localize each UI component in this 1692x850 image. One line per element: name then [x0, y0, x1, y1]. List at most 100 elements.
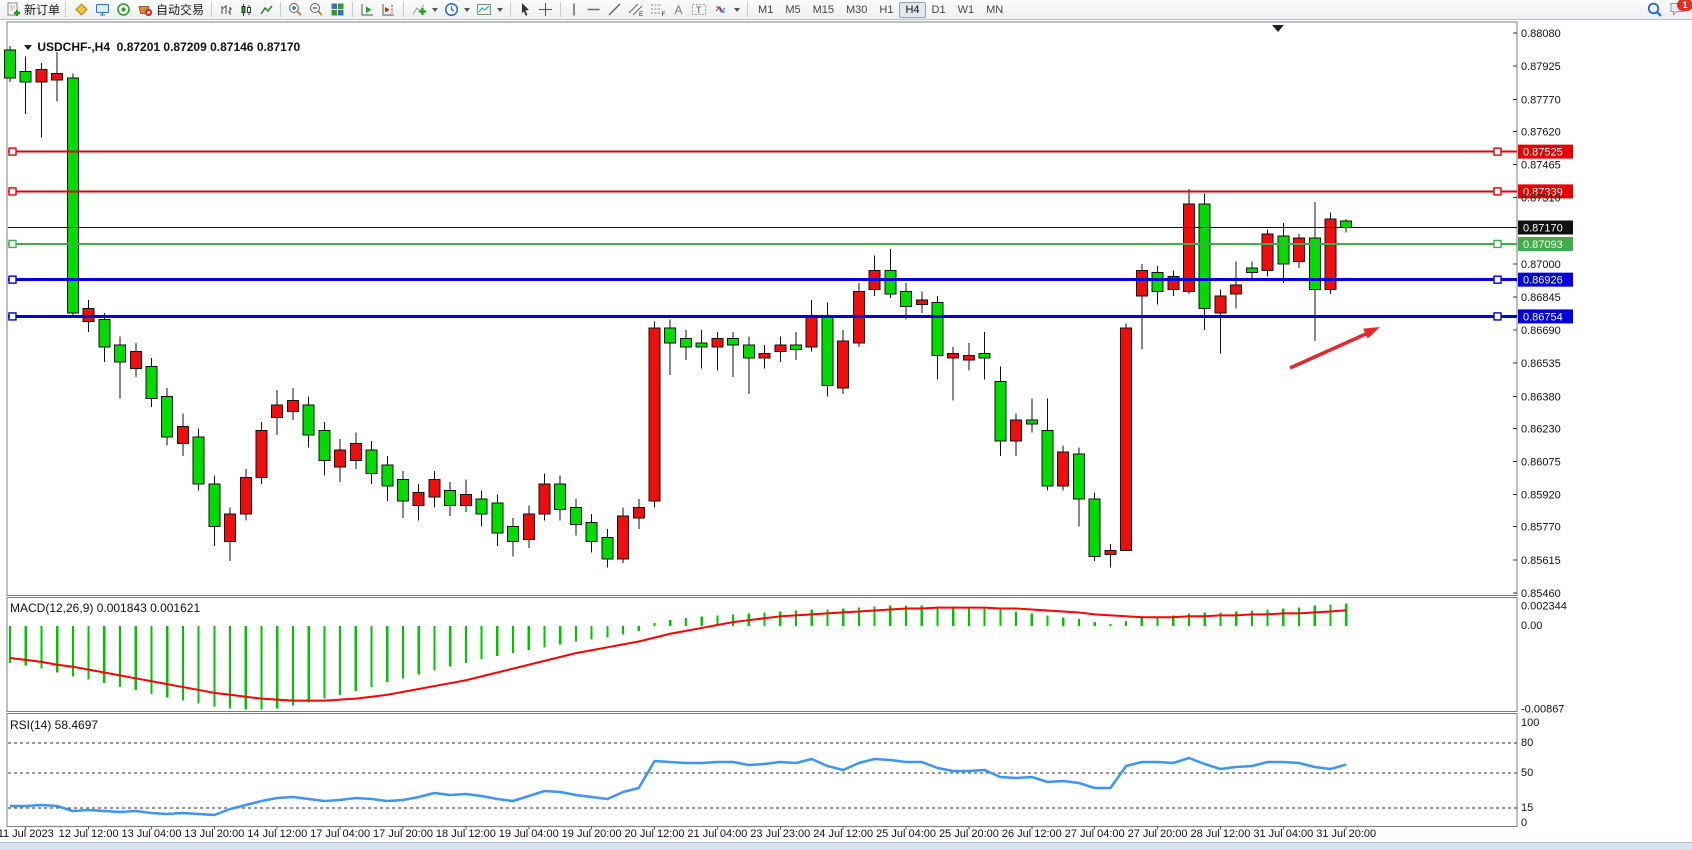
- line-handle[interactable]: [1493, 275, 1502, 284]
- horizontal-line-tool[interactable]: [583, 1, 604, 19]
- template-icon: [477, 4, 492, 15]
- line-handle[interactable]: [8, 312, 17, 321]
- pane-borders: [6, 21, 1518, 827]
- cursor-button[interactable]: [515, 1, 535, 19]
- auto-trading-button[interactable]: 自动交易: [134, 1, 207, 19]
- candle-body: [1135, 269, 1148, 297]
- notification-badge: 1: [1677, 0, 1692, 11]
- candle-body: [334, 449, 347, 468]
- zoom-out-button[interactable]: [306, 1, 327, 19]
- candle-body: [994, 380, 1007, 442]
- separator: [352, 2, 354, 17]
- candle-body: [1245, 267, 1258, 273]
- svg-text:E: E: [639, 11, 644, 17]
- time-tick-label: 19 Jul 20:00: [562, 828, 622, 840]
- candle-body: [679, 338, 692, 348]
- terminal-button[interactable]: [92, 1, 113, 19]
- timeframe-m1[interactable]: M1: [758, 3, 774, 16]
- chart-canvas: 0.87525 0.87339 0.87170 0.87093 0.86926 0.867…: [0, 21, 1573, 840]
- line-handle[interactable]: [1493, 187, 1502, 196]
- candlestick-mode-button[interactable]: [236, 1, 256, 19]
- pane-border: [6, 597, 1518, 712]
- styler-button[interactable]: [71, 1, 92, 19]
- candle-body: [962, 355, 975, 361]
- zoom-in-button[interactable]: [285, 1, 306, 19]
- search-icon[interactable]: [1647, 2, 1663, 18]
- price-tick-label: 0.87310: [1521, 193, 1561, 205]
- candle-body: [428, 479, 441, 498]
- timeframe-m15[interactable]: M15: [812, 3, 834, 16]
- symbol-dropdown-icon[interactable]: [24, 45, 33, 51]
- time-axis: 11 Jul 2023 12 Jul 12:00 13 Jul 04:00 13 Ju…: [0, 826, 1376, 840]
- price-tick-label: 0.85460: [1521, 588, 1561, 600]
- trend-arrow[interactable]: [1289, 327, 1380, 370]
- candle-body: [255, 430, 268, 479]
- line-handle[interactable]: [1493, 239, 1502, 249]
- line-handle[interactable]: [1493, 147, 1502, 156]
- trendline-tool[interactable]: [604, 1, 625, 19]
- candle-body: [978, 353, 991, 359]
- candle-body: [114, 344, 127, 363]
- text-tool[interactable]: A: [669, 1, 688, 19]
- templates-button[interactable]: [473, 1, 506, 19]
- periods-button[interactable]: [441, 1, 473, 19]
- arrows-tool[interactable]: [710, 1, 743, 19]
- timeframe-mn[interactable]: MN: [986, 3, 1004, 16]
- channel-tool[interactable]: E: [625, 1, 647, 19]
- timeframe-d1[interactable]: D1: [931, 3, 946, 16]
- time-tick-label: 21 Jul 04:00: [687, 828, 747, 840]
- line-chart-mode-button[interactable]: [256, 1, 276, 19]
- chart-shift-button[interactable]: [378, 1, 399, 19]
- timeframe-w1[interactable]: W1: [957, 3, 975, 16]
- arrow-head[interactable]: [1363, 327, 1380, 339]
- crosshair-button[interactable]: [535, 1, 556, 19]
- candle-body: [318, 430, 331, 461]
- timeframe-h4[interactable]: H4: [899, 1, 926, 18]
- line-handle[interactable]: [8, 187, 17, 196]
- bar-chart-mode-button[interactable]: [216, 1, 236, 19]
- price-tick-label: 0.86535: [1521, 358, 1561, 370]
- time-tick-label: 12 Jul 12:00: [59, 828, 119, 840]
- timeframe-m30[interactable]: M30: [846, 3, 868, 16]
- new-order-button[interactable]: 新订单: [3, 1, 63, 19]
- indicators-button[interactable]: [408, 1, 441, 19]
- auto-scroll-button[interactable]: [357, 1, 378, 19]
- candle-body: [1293, 237, 1306, 263]
- pane-border: [6, 21, 1518, 596]
- arrow-shaft[interactable]: [1289, 331, 1369, 370]
- fibonacci-tool[interactable]: F: [647, 1, 669, 19]
- separator: [747, 2, 749, 17]
- signals-button[interactable]: [113, 1, 134, 19]
- candle-body: [1072, 453, 1085, 500]
- macd-tick-label: -0.00867: [1521, 704, 1564, 716]
- timeframe-h1[interactable]: H1: [879, 3, 894, 16]
- price-tick-label: 0.87925: [1521, 61, 1561, 73]
- vertical-line-tool[interactable]: [565, 1, 583, 19]
- line-handle[interactable]: [1493, 312, 1502, 321]
- price-tick-label: 0.87620: [1521, 126, 1561, 138]
- line-handle[interactable]: [8, 239, 17, 249]
- line-handle[interactable]: [8, 147, 17, 156]
- tile-windows-button[interactable]: [327, 1, 348, 19]
- candle-body: [224, 513, 237, 543]
- svg-text:T: T: [696, 5, 702, 15]
- new-order-label: 新订单: [24, 3, 61, 17]
- candle-body: [35, 68, 48, 83]
- time-tick-label: 27 Jul 20:00: [1128, 828, 1188, 840]
- candle-body: [617, 515, 630, 560]
- label-tool[interactable]: T: [688, 1, 710, 19]
- candle-body: [695, 342, 708, 348]
- line-handle[interactable]: [8, 275, 17, 284]
- candle-body: [900, 291, 913, 308]
- chart-shift-marker[interactable]: [1272, 25, 1284, 32]
- signals-icon: [117, 3, 130, 16]
- trendline-icon: [608, 3, 621, 16]
- timeframe-m5[interactable]: M5: [785, 3, 801, 16]
- chart-window: 0.87525 0.87339 0.87170 0.87093 0.86926 0.867…: [0, 20, 1692, 850]
- crosshair-icon: [539, 3, 553, 16]
- notifications-button[interactable]: 1: [1669, 0, 1692, 19]
- price-lines[interactable]: 0.87525 0.87339 0.87170 0.87093 0.86926 0.867…: [8, 144, 1573, 324]
- text-label-icon: T: [692, 4, 707, 15]
- price-tick-label: 0.87000: [1521, 259, 1561, 271]
- chevron-down-icon: [734, 7, 741, 12]
